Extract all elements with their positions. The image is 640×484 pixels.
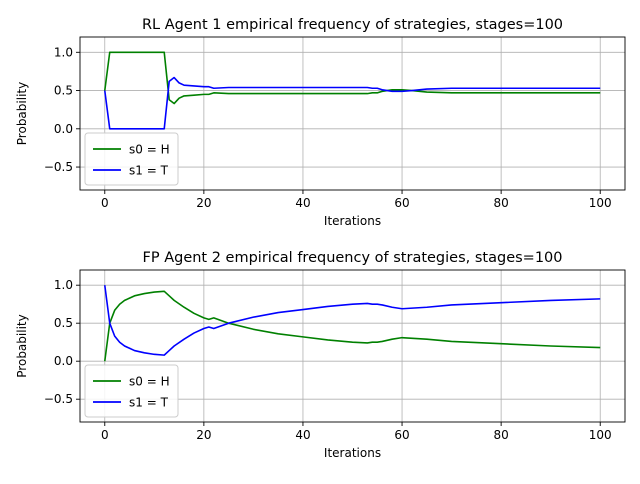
y-tick-label: −0.5 [44,160,73,174]
x-tick-label: 20 [196,196,211,210]
chart-panel-2: 0 20 40 60 80 100 −0.5 0.0 0.5 1.0 FP Agent 2 empi… [15,250,626,460]
y-tick-label: 1.0 [54,45,73,59]
chart-title: FP Agent 2 empirical frequency of strate… [143,250,563,266]
chart-panel-1: 0 20 40 60 80 100 −0.5 0.0 0.5 1.0 RL Agent 1 empi… [15,17,626,228]
axes-frame [79,36,626,191]
x-tick-label: 100 [589,428,612,442]
x-tick-label: 80 [493,196,508,210]
chart-title: RL Agent 1 empirical frequency of strate… [142,17,563,33]
legend-label-s1: s1 = T [129,396,169,410]
legend: s0 = H s1 = T [84,364,179,418]
x-axis-label: Iterations [324,446,381,460]
y-tick-label: 1.0 [54,278,73,292]
y-axis-label: Probability [15,82,29,145]
series-line-s0 [103,51,601,105]
legend-box [84,364,179,418]
x-axis-label: Iterations [324,214,381,228]
y-tick-label: 0.0 [54,122,73,136]
x-tick-label: 100 [589,196,612,210]
x-tick-label: 60 [394,428,409,442]
x-tick-label: 40 [295,428,310,442]
y-axis-label: Probability [15,314,29,377]
axes-frame [79,269,626,423]
series-line-s1 [103,285,601,356]
y-tick-label: 0.5 [54,84,73,98]
legend: s0 = H s1 = T [84,132,179,186]
series-line-s0 [103,290,601,362]
y-tick-label: 0.5 [54,316,73,330]
x-tick-label: 0 [101,428,109,442]
x-tick-label: 80 [493,428,508,442]
y-tick-label: 0.0 [54,354,73,368]
legend-label-s0: s0 = H [129,143,170,157]
x-tick-label: 60 [394,196,409,210]
legend-label-s1: s1 = T [129,164,169,178]
y-tick-label: −0.5 [44,392,73,406]
legend-box [84,132,179,186]
legend-label-s0: s0 = H [129,375,170,389]
x-tick-label: 20 [196,428,211,442]
x-tick-label: 40 [295,196,310,210]
x-tick-label: 0 [101,196,109,210]
series-line-s1 [103,76,601,130]
